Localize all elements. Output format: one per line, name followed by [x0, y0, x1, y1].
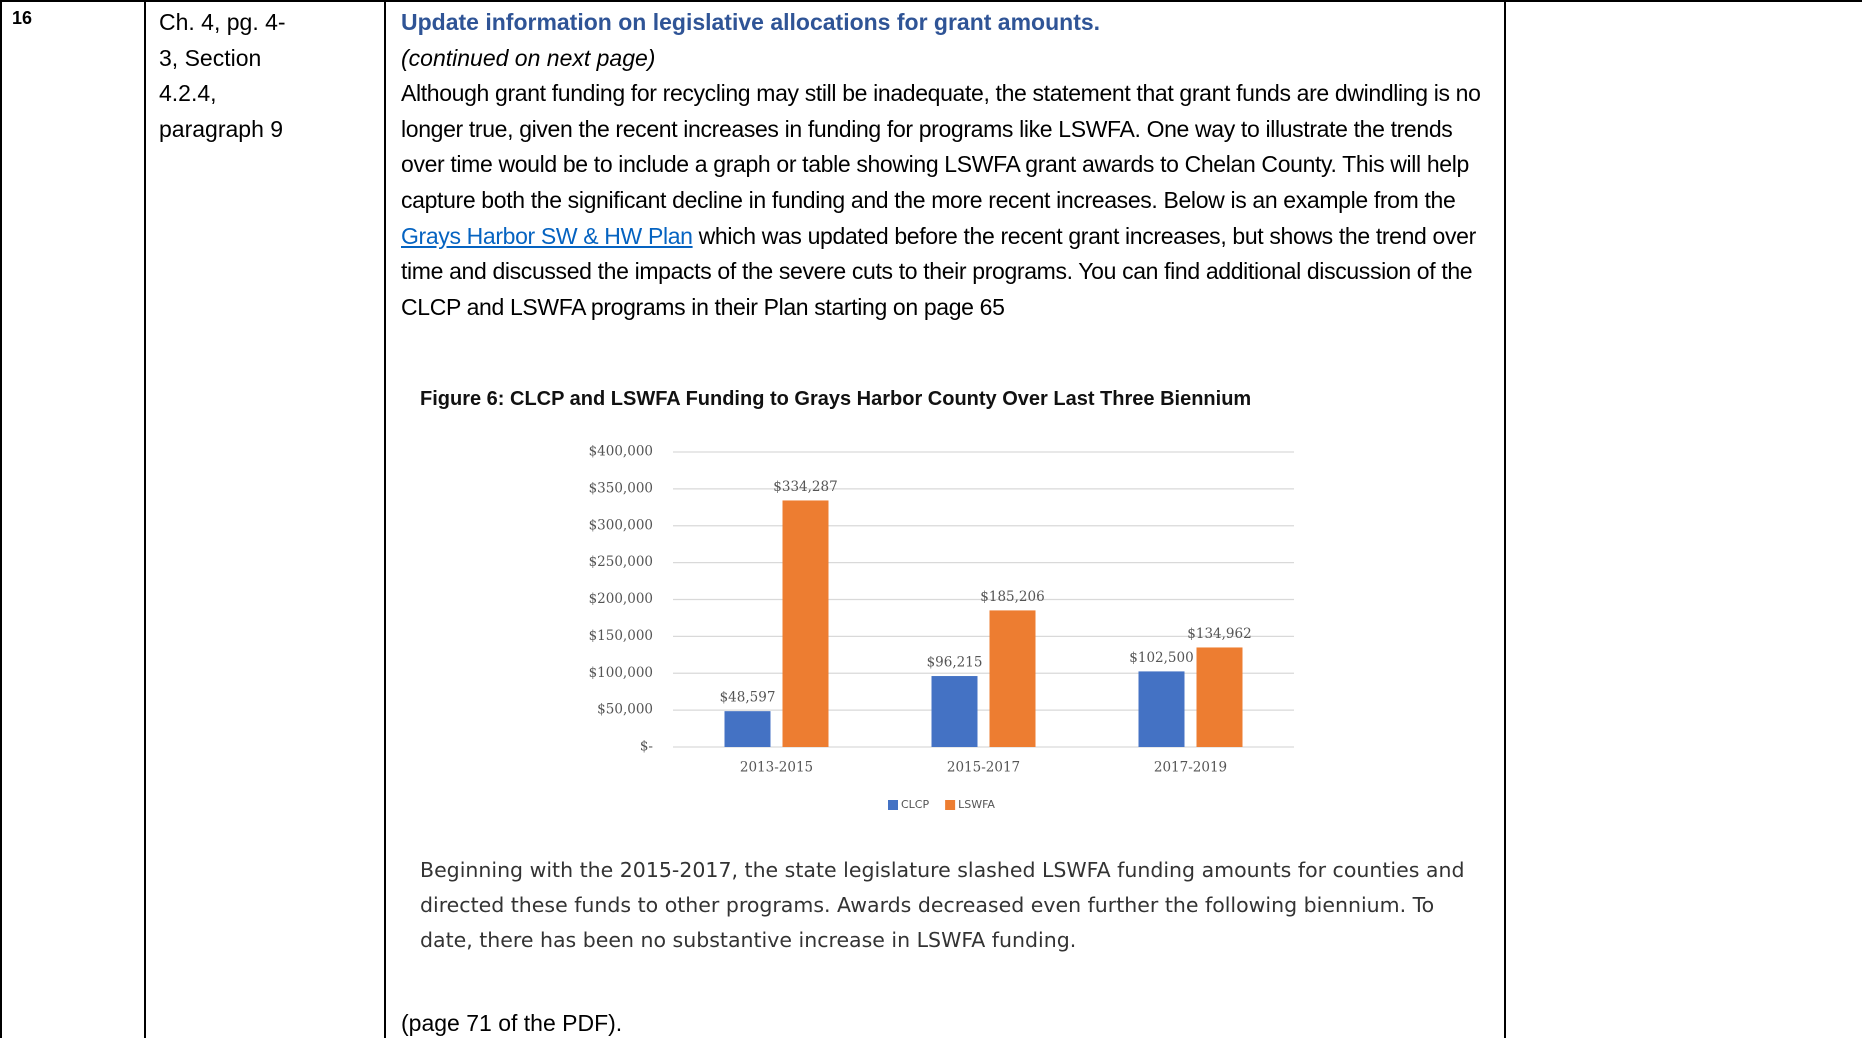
quote: Beginning with the 2015-2017, the state … — [420, 858, 1465, 952]
column-border — [0, 0, 2, 1038]
value-label: $102,500 — [1129, 650, 1193, 666]
column-border — [144, 0, 146, 1038]
y-tick-label: $50,000 — [597, 702, 653, 718]
row-number: 16 — [12, 8, 33, 28]
value-label: $48,597 — [720, 690, 776, 706]
column-border — [1504, 0, 1506, 1038]
value-label: $96,215 — [927, 655, 983, 671]
y-tick-label: $250,000 — [589, 554, 653, 570]
location-line: Ch. 4, pg. 4- — [159, 9, 286, 35]
y-tick-label: $150,000 — [589, 628, 653, 644]
bar — [1196, 647, 1243, 747]
table-top-border — [0, 0, 1862, 2]
legend-swatch — [945, 800, 956, 810]
legend-swatch — [888, 800, 898, 810]
y-tick-label: $350,000 — [589, 480, 653, 496]
legend-label: CLCP — [901, 798, 929, 811]
location: Ch. 4, pg. 4- 3, Section 4.2.4, paragrap… — [159, 5, 286, 147]
legend-label: LSWFA — [958, 798, 995, 811]
figure-caption: Figure 6: CLCP and LSWFA Funding to Gray… — [420, 388, 1252, 410]
continued-note: (continued on next page) — [401, 44, 656, 71]
x-tick-label: 2015-2017 — [947, 760, 1020, 776]
location-line: 4.2.4, — [159, 80, 217, 107]
body-text: Although grant funding for recycling may… — [401, 80, 1481, 213]
value-label: $134,962 — [1187, 626, 1251, 642]
value-label: $334,287 — [773, 479, 837, 495]
body-paragraph: Although grant funding for recycling may… — [401, 76, 1501, 325]
column-border — [384, 0, 386, 1038]
y-tick-label: $200,000 — [589, 591, 653, 607]
bar — [1138, 671, 1185, 747]
bar — [931, 676, 978, 747]
comment: Update information on legislative alloca… — [401, 5, 1501, 325]
y-tick-label: $400,000 — [589, 444, 653, 460]
y-tick-label: $- — [640, 739, 653, 755]
bar — [724, 711, 771, 747]
value-label: $185,206 — [980, 589, 1044, 605]
location-line: 3, Section — [159, 44, 262, 71]
y-tick-label: $300,000 — [589, 517, 653, 533]
plan-link[interactable]: Grays Harbor SW & HW Plan — [401, 222, 693, 249]
bar — [782, 500, 829, 747]
y-tick-label: $100,000 — [589, 665, 653, 681]
body-text: which was updated before the recent gran… — [401, 222, 1476, 320]
page-note: (page 71 of the PDF). — [401, 1010, 623, 1036]
heading: Update information on legislative alloca… — [401, 9, 1101, 35]
x-tick-label: 2013-2015 — [740, 760, 813, 776]
x-tick-label: 2017-2019 — [1154, 760, 1227, 776]
bar — [989, 610, 1036, 747]
location-line: paragraph 9 — [159, 115, 284, 142]
